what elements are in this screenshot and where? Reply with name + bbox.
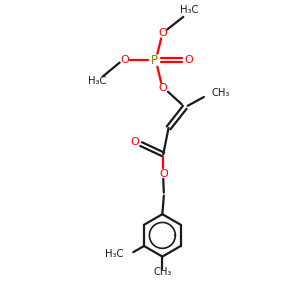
Text: O: O: [158, 28, 167, 38]
Text: O: O: [159, 169, 168, 178]
Text: CH₃: CH₃: [212, 88, 230, 98]
Text: CH₃: CH₃: [153, 268, 172, 278]
Text: H₃C: H₃C: [88, 76, 106, 86]
Text: O: O: [121, 55, 129, 65]
Text: O: O: [184, 55, 193, 65]
Text: O: O: [130, 137, 139, 147]
Text: O: O: [158, 83, 167, 93]
Text: H₃C: H₃C: [180, 5, 199, 15]
Text: H₃C: H₃C: [105, 249, 124, 260]
Text: P: P: [151, 54, 158, 67]
